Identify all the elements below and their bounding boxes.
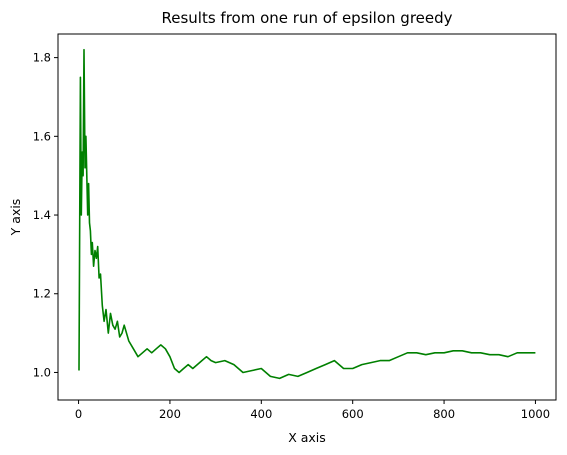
y-tick-label: 1.4 xyxy=(33,208,51,222)
y-tick-label: 1.8 xyxy=(33,51,51,65)
x-tick-label: 1000 xyxy=(521,407,550,421)
chart-title: Results from one run of epsilon greedy xyxy=(161,9,452,27)
x-axis-ticks: 0 200 400 600 800 1000 xyxy=(75,400,550,421)
x-tick-label: 400 xyxy=(250,407,272,421)
y-axis-ticks: 1.0 1.2 1.4 1.6 1.8 xyxy=(33,51,58,379)
series-line xyxy=(78,48,536,380)
y-tick-label: 1.2 xyxy=(33,287,51,301)
x-axis-label: X axis xyxy=(288,430,326,445)
x-tick-label: 0 xyxy=(75,407,82,421)
y-tick-label: 1.6 xyxy=(33,129,51,143)
y-tick-label: 1.0 xyxy=(33,365,51,379)
x-tick-label: 800 xyxy=(433,407,455,421)
y-axis-label: Y axis xyxy=(8,199,23,237)
x-tick-label: 600 xyxy=(342,407,364,421)
plot-area xyxy=(57,33,557,401)
x-tick-label: 200 xyxy=(159,407,181,421)
plot-frame xyxy=(57,33,557,401)
